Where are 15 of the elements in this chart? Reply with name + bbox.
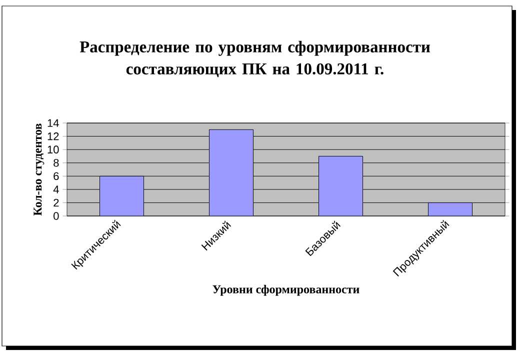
- chart-title: Распределение по уровням сформированности составляющих ПК на 10.09.2011 г.: [80, 40, 430, 78]
- x-axis-title: Уровни сформированности: [212, 284, 360, 296]
- y-tick-label: 6: [54, 172, 59, 180]
- y-tick-label: 2: [54, 198, 59, 207]
- y-tick-label: 8: [54, 158, 59, 167]
- y-tick-label: 14: [48, 119, 59, 127]
- y-tick-label: 4: [53, 186, 59, 194]
- bar: [100, 176, 144, 216]
- bar: [318, 156, 364, 216]
- y-tick-label: 12: [48, 132, 59, 140]
- y-tick-label: 10: [48, 146, 59, 154]
- bar: [209, 129, 254, 216]
- bar: [428, 202, 473, 216]
- y-tick-label: 0: [54, 212, 59, 220]
- y-axis-title: Кол-во студентов: [34, 124, 44, 216]
